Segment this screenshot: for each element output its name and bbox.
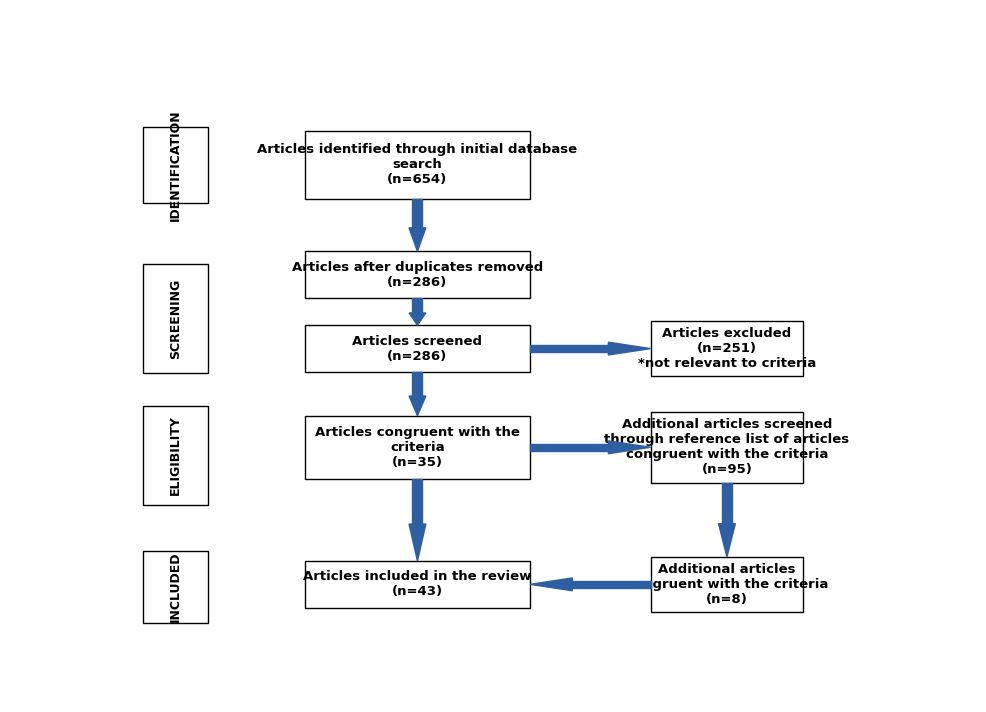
Polygon shape <box>722 483 732 523</box>
Polygon shape <box>412 372 422 396</box>
FancyBboxPatch shape <box>651 557 804 612</box>
Text: Articles screened
(n=286): Articles screened (n=286) <box>352 335 482 362</box>
Text: Additional articles screened
through reference list of articles
congruent with t: Additional articles screened through ref… <box>604 418 850 476</box>
Text: IDENTIFICATION: IDENTIFICATION <box>169 109 181 221</box>
FancyBboxPatch shape <box>305 131 530 199</box>
Text: Articles included in the review
(n=43): Articles included in the review (n=43) <box>304 570 531 598</box>
Text: Articles excluded
(n=251)
*not relevant to criteria: Articles excluded (n=251) *not relevant … <box>638 327 816 370</box>
FancyBboxPatch shape <box>305 561 530 607</box>
FancyBboxPatch shape <box>143 406 208 505</box>
Text: Articles after duplicates removed
(n=286): Articles after duplicates removed (n=286… <box>292 261 543 288</box>
FancyBboxPatch shape <box>143 551 208 623</box>
FancyBboxPatch shape <box>651 321 804 376</box>
Polygon shape <box>608 342 651 355</box>
Polygon shape <box>608 441 651 454</box>
Text: Articles identified through initial database
search
(n=654): Articles identified through initial data… <box>257 143 578 187</box>
Polygon shape <box>530 444 608 451</box>
Text: Additional articles
congruent with the criteria
(n=8): Additional articles congruent with the c… <box>626 563 828 606</box>
Text: SCREENING: SCREENING <box>169 278 181 359</box>
Polygon shape <box>409 524 426 561</box>
Polygon shape <box>409 396 426 416</box>
Polygon shape <box>409 313 426 325</box>
FancyBboxPatch shape <box>305 325 530 372</box>
Polygon shape <box>412 478 422 524</box>
Polygon shape <box>530 345 608 352</box>
Polygon shape <box>719 523 736 557</box>
FancyBboxPatch shape <box>143 263 208 373</box>
FancyBboxPatch shape <box>305 416 530 478</box>
Text: INCLUDED: INCLUDED <box>169 552 181 622</box>
Polygon shape <box>572 581 651 588</box>
Polygon shape <box>530 578 572 591</box>
FancyBboxPatch shape <box>305 251 530 298</box>
Text: Articles congruent with the
criteria
(n=35): Articles congruent with the criteria (n=… <box>315 426 520 468</box>
Polygon shape <box>412 298 422 313</box>
Polygon shape <box>412 199 422 228</box>
FancyBboxPatch shape <box>651 412 804 483</box>
Polygon shape <box>409 228 426 251</box>
FancyBboxPatch shape <box>143 127 208 204</box>
Text: ELIGIBILITY: ELIGIBILITY <box>169 416 181 496</box>
